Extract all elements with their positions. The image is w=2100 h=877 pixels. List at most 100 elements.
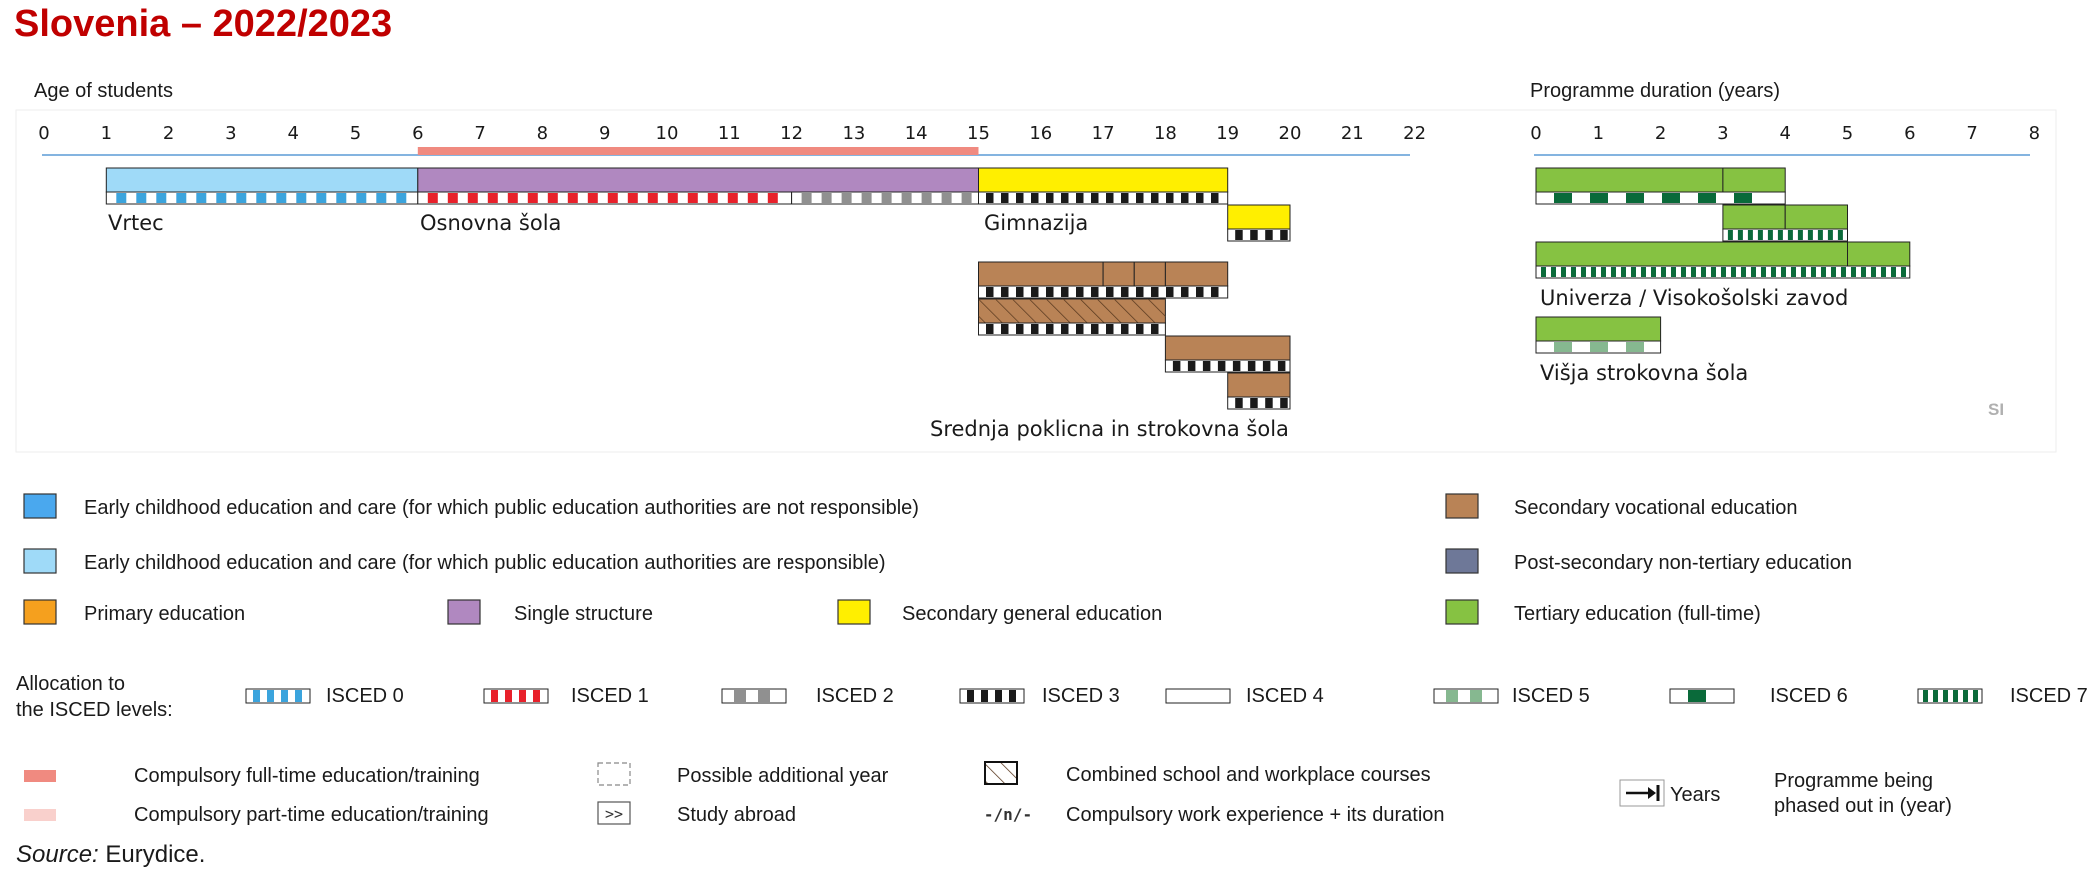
isced-strip bbox=[1164, 359, 1291, 373]
isced-mark bbox=[176, 193, 187, 203]
duration-tick-label: 2 bbox=[1655, 123, 1666, 144]
duration-tick-label: 6 bbox=[1904, 123, 1915, 144]
age-tick-label: 4 bbox=[287, 123, 298, 144]
age-tick-label: 16 bbox=[1029, 123, 1052, 144]
isced-mark bbox=[1151, 287, 1159, 297]
isced-mark bbox=[1923, 690, 1928, 702]
compulsory-education-bar bbox=[417, 147, 979, 155]
isced-strip bbox=[1227, 228, 1291, 242]
age-tick-label: 21 bbox=[1341, 123, 1364, 144]
isced-mark bbox=[1761, 267, 1766, 277]
duration-tick-label: 7 bbox=[1966, 123, 1977, 144]
isced-mark bbox=[1061, 287, 1069, 297]
isced-mark bbox=[1651, 267, 1656, 277]
isced-mark bbox=[1250, 398, 1258, 408]
tertiary-programme-bars bbox=[1535, 167, 1911, 354]
isced-mark bbox=[1217, 361, 1226, 371]
isced-mark bbox=[427, 193, 438, 203]
isced-mark bbox=[1172, 361, 1181, 371]
tertiary-bar-segment bbox=[1722, 167, 1786, 193]
chart-frame bbox=[15, 109, 2057, 453]
isced-mark bbox=[1571, 267, 1576, 277]
isced-mark bbox=[1076, 324, 1084, 334]
isced-mark bbox=[1211, 193, 1219, 203]
work-experience-symbol: -/n/- bbox=[984, 805, 1032, 824]
isced-mark bbox=[1001, 324, 1009, 334]
isced-mark bbox=[1235, 398, 1243, 408]
tertiary-bar-segment bbox=[1784, 204, 1848, 230]
compulsory-full-swatch bbox=[24, 770, 56, 782]
source-note: Source: Eurydice. bbox=[16, 841, 205, 868]
isced-mark bbox=[216, 193, 227, 203]
isced-legend-title-line2: the ISCED levels: bbox=[16, 699, 173, 721]
country-code: SI bbox=[1988, 400, 2004, 419]
isced-mark bbox=[1817, 230, 1823, 240]
isced-mark bbox=[1681, 267, 1686, 277]
isced-mark bbox=[1721, 267, 1726, 277]
isced-mark bbox=[1827, 230, 1833, 240]
isced-mark bbox=[1881, 267, 1886, 277]
isced-mark bbox=[1734, 193, 1752, 203]
isced-mark bbox=[1121, 287, 1129, 297]
legend-swatch-secondary-general bbox=[837, 599, 871, 625]
isced-mark bbox=[1626, 193, 1644, 203]
age-tick-label: 8 bbox=[537, 123, 548, 144]
age-tick-label: 14 bbox=[905, 123, 928, 144]
isced-legend: Allocation to the ISCED levels: ISCED 0 … bbox=[16, 673, 2088, 721]
isced-strip bbox=[959, 688, 1025, 704]
legend-swatch-tertiary bbox=[1445, 599, 1479, 625]
tertiary-bar-segment bbox=[1535, 241, 1848, 267]
tertiary-bar-segment bbox=[1535, 316, 1662, 342]
isced-label-6: ISCED 6 bbox=[1770, 685, 1848, 707]
isced-mark bbox=[1136, 193, 1144, 203]
isced-mark bbox=[1446, 690, 1458, 702]
isced-mark bbox=[116, 193, 127, 203]
isced-mark bbox=[986, 287, 994, 297]
isced-mark bbox=[1046, 193, 1054, 203]
isced-mark bbox=[547, 193, 558, 203]
isced-mark bbox=[1136, 324, 1144, 334]
isced-mark bbox=[1943, 690, 1948, 702]
duration-tick-label: 5 bbox=[1842, 123, 1853, 144]
years-arrow-head bbox=[1648, 787, 1656, 799]
legend-compulsory-full: Compulsory full-time education/training bbox=[134, 765, 480, 787]
isced-mark bbox=[986, 324, 994, 334]
isced-mark bbox=[1031, 324, 1039, 334]
isced-mark bbox=[519, 690, 526, 702]
isced-mark bbox=[1178, 690, 1190, 702]
isced-mark bbox=[1831, 267, 1836, 277]
isced-mark bbox=[1166, 287, 1174, 297]
isced-mark bbox=[1821, 267, 1826, 277]
isced-mark bbox=[396, 193, 407, 203]
isced-mark bbox=[1777, 230, 1783, 240]
isced-mark bbox=[505, 690, 512, 702]
legend-combined: Combined school and workplace courses bbox=[1066, 764, 1431, 786]
isced-mark bbox=[921, 193, 932, 203]
source-value: Eurydice. bbox=[99, 841, 206, 868]
isced-mark bbox=[1737, 230, 1743, 240]
duration-tick-label: 0 bbox=[1530, 123, 1541, 144]
isced-strip bbox=[245, 688, 311, 704]
isced-mark bbox=[567, 193, 578, 203]
isced-mark bbox=[1181, 193, 1189, 203]
isced-mark bbox=[861, 193, 872, 203]
legend-years: Years bbox=[1670, 784, 1720, 806]
isced-mark bbox=[801, 193, 812, 203]
isced-mark bbox=[667, 193, 678, 203]
isced-mark bbox=[758, 690, 770, 702]
isced-label-1: ISCED 1 bbox=[571, 685, 649, 707]
isced-strip bbox=[1165, 688, 1231, 704]
isced-mark bbox=[527, 193, 538, 203]
age-tick-label: 9 bbox=[599, 123, 610, 144]
isced-mark bbox=[295, 690, 302, 702]
isced-mark bbox=[1106, 287, 1114, 297]
isced-mark bbox=[1861, 267, 1866, 277]
age-tick-label: 0 bbox=[38, 123, 49, 144]
isced-mark bbox=[1757, 230, 1763, 240]
isced-mark bbox=[1727, 230, 1733, 240]
legend-swatch-ecec-responsible bbox=[23, 548, 57, 574]
combined-hatch bbox=[978, 299, 1166, 323]
duration-axis-label: Programme duration (years) bbox=[1530, 80, 1780, 102]
isced-mark bbox=[1091, 287, 1099, 297]
age-tick-label: 6 bbox=[412, 123, 423, 144]
